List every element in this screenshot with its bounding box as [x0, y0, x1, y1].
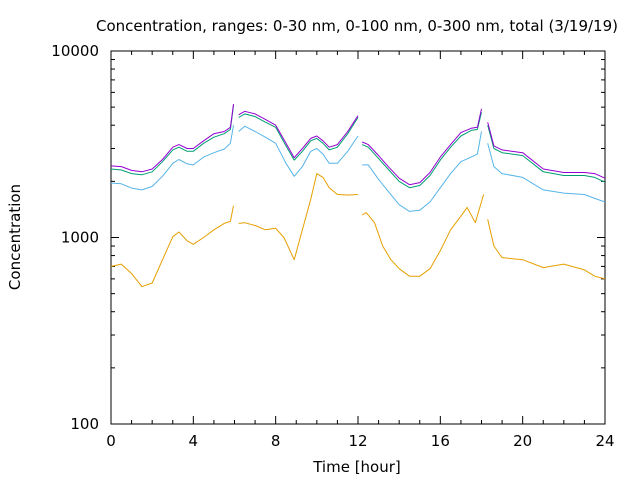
x-tick-label: 12: [348, 432, 367, 450]
series-line: [238, 110, 359, 159]
series-line: [487, 143, 606, 203]
series-line: [487, 122, 606, 179]
y-tick-label: 100: [70, 415, 99, 433]
series-line: [110, 205, 234, 288]
y-tick-label: 1000: [61, 229, 99, 247]
series-line: [361, 194, 485, 277]
series-line: [361, 112, 482, 189]
series-line: [110, 125, 234, 191]
series-line: [110, 105, 234, 176]
series-line: [238, 173, 359, 261]
x-tick-label: 4: [189, 432, 199, 450]
series-1: [110, 173, 606, 288]
series-line: [361, 108, 482, 186]
series-4: [110, 103, 606, 186]
x-tick-label: 8: [271, 432, 281, 450]
series-line: [362, 131, 482, 212]
series-3: [110, 105, 606, 189]
chart-title: Concentration, ranges: 0-30 nm, 0-100 nm…: [96, 17, 618, 35]
x-tick-label: 0: [106, 432, 116, 450]
x-tick-label: 20: [513, 432, 532, 450]
plot-frame: [110, 50, 606, 425]
series-line: [487, 219, 606, 280]
plot-area: [110, 50, 606, 425]
y-tick-label: 10000: [51, 42, 99, 60]
series-line: [487, 125, 606, 183]
series-layer: [110, 103, 606, 288]
y-axis-label: Concentration: [6, 184, 24, 290]
x-tick-label: 24: [595, 432, 614, 450]
series-line: [110, 103, 234, 173]
x-axis-label: Time [hour]: [312, 458, 401, 476]
series-line: [238, 125, 359, 177]
x-tick-label: 16: [431, 432, 450, 450]
series-2: [110, 125, 606, 212]
series-line: [238, 113, 359, 161]
axis-ticks: 0 4 8 12 16 20 24 100 1000 10000: [51, 42, 614, 450]
